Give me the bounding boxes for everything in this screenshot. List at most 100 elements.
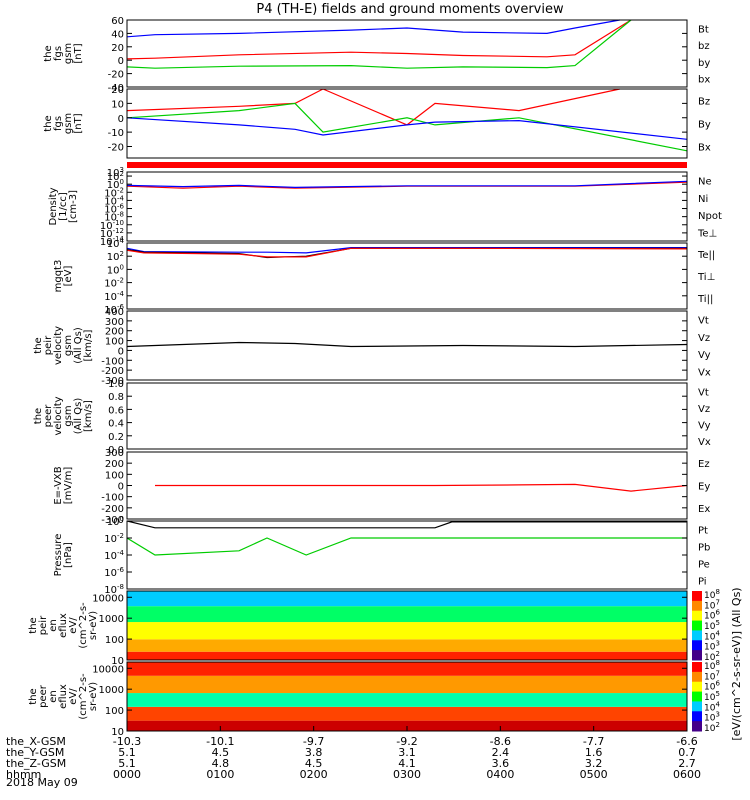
- legend-entry: Bx: [698, 143, 711, 154]
- x-axis-value: 5.1: [118, 757, 136, 770]
- y-tick-label: 0.0: [108, 445, 124, 456]
- legend-entry: Vt: [698, 316, 709, 327]
- y-tick-label: 0: [118, 114, 124, 125]
- y-axis-label: [nPa]: [63, 542, 74, 568]
- panel-density: 10310210010-210-410-610-810-1010-1210-14…: [48, 166, 722, 248]
- y-tick-label: 1000: [99, 685, 124, 696]
- y-axis-label: gsm: [63, 43, 74, 64]
- y-axis-label: [km/s]: [83, 329, 94, 361]
- y-axis-label: (cm^2-s-: [78, 602, 89, 649]
- y-tick-label: -200: [101, 504, 124, 515]
- y-axis-label: velocity: [53, 396, 64, 435]
- x-axis-value: 4.1: [398, 757, 416, 770]
- panel-fgs_dsl: 20 10 0 -10 -20 the fgs gsm [nT] Bz By Bx: [43, 85, 711, 159]
- y-axis-label: the: [33, 337, 44, 353]
- y-tick-label: 104: [107, 237, 125, 250]
- y-tick-label: 20: [111, 43, 124, 54]
- series-line-Vt: [126, 341, 688, 348]
- series-line-Bx: [126, 117, 688, 140]
- x-axis-value: -8.6: [490, 735, 511, 748]
- y-axis-label: the: [28, 688, 39, 704]
- y-tick-label: 10000: [92, 593, 124, 604]
- legend-entry: Vx: [698, 367, 711, 378]
- x-axis-value: 3.6: [492, 757, 510, 770]
- y-tick-label: 0: [118, 346, 124, 357]
- x-axis-value: 3.1: [398, 746, 416, 759]
- x-axis-value: 0100: [206, 768, 234, 781]
- series-line-bz: [126, 19, 632, 60]
- date-label: 2018 May 09: [6, 776, 78, 789]
- y-axis-label: Density: [48, 187, 59, 225]
- colorbar-segment: [692, 620, 702, 631]
- y-axis-label: sr-eV): [88, 682, 99, 711]
- series-line-Pe: [126, 537, 687, 556]
- colorbar-segment: [692, 681, 702, 693]
- y-tick-label: 10: [111, 99, 124, 110]
- panel-frame: [126, 88, 688, 159]
- y-axis-label: peer: [38, 684, 49, 708]
- y-tick-label: 0: [118, 56, 124, 67]
- colorbar-segment: [692, 711, 702, 722]
- x-axis-value: 0.7: [678, 746, 696, 759]
- x-axis-value: -6.6: [676, 735, 697, 748]
- heatmap-band: [127, 606, 687, 623]
- red-band: [127, 162, 687, 168]
- legend-entry: Vt: [698, 387, 709, 398]
- x-axis-value: 0500: [580, 768, 608, 781]
- y-axis-label: velocity: [53, 326, 64, 365]
- heatmap-band: [127, 693, 687, 707]
- series-line-by: [126, 19, 632, 69]
- y-tick-label: 10: [111, 656, 124, 667]
- x-axis-value: 0300: [393, 768, 421, 781]
- x-axis-row-label: the_Y-GSM: [6, 746, 64, 759]
- x-axis-value: -9.2: [396, 735, 417, 748]
- panel-fgs_gsm: 60 40 20 0 -20 -40 the fgs gsm [nT] Bt bz by bx: [43, 16, 710, 94]
- y-tick-label: 10: [111, 727, 124, 738]
- legend-entry: Ti||: [697, 294, 713, 305]
- y-tick-label: 0.4: [108, 419, 124, 430]
- panel-frame: [126, 242, 688, 310]
- legend-entry: Ey: [698, 482, 710, 493]
- legend-entry: Pt: [698, 526, 708, 537]
- y-axis-label: fgs: [53, 46, 64, 61]
- y-tick-label: 100: [105, 470, 124, 481]
- x-axis-value: 4.5: [212, 746, 230, 759]
- y-tick-label: 0.2: [108, 432, 124, 443]
- y-axis-label: [km/s]: [83, 400, 94, 432]
- y-axis-label: [1/cc]: [58, 192, 69, 221]
- legend-entry: Vy: [698, 420, 711, 431]
- heatmap-band: [127, 622, 687, 640]
- y-tick-label: -20: [108, 143, 124, 154]
- y-tick-label: 100: [105, 635, 124, 646]
- y-tick-label: -10: [108, 128, 124, 139]
- y-tick-label: 10-4: [104, 549, 124, 562]
- y-axis-label: (cm^2-s-: [78, 673, 89, 720]
- x-axis-row-label: hhmm: [6, 768, 41, 781]
- panel-frame: [126, 310, 688, 381]
- y-axis-label: [nT]: [73, 113, 84, 133]
- y-tick-label: 10-2: [104, 277, 124, 290]
- legend-entry: Ez: [698, 459, 710, 470]
- x-axis-value: 3.8: [305, 746, 323, 759]
- heatmap-band: [127, 591, 687, 607]
- panel-frame: [126, 171, 688, 242]
- series-line-Npot: [126, 180, 688, 189]
- series-line-Pt: [126, 520, 687, 529]
- y-tick-label: 10-4: [104, 290, 124, 303]
- y-axis-label: [eV]: [63, 266, 74, 287]
- y-tick-label: 20: [111, 85, 124, 96]
- x-axis-value: 0600: [673, 768, 701, 781]
- panel-frame: [126, 19, 688, 88]
- series-line-Bt: [126, 19, 620, 38]
- y-axis-label: gsm: [63, 335, 74, 356]
- y-tick-label: 102: [107, 250, 124, 263]
- heatmap-band: [127, 720, 687, 731]
- series-line-Ez: [155, 483, 688, 492]
- y-axis-label: the: [43, 45, 54, 61]
- legend-entry: Pi: [698, 577, 707, 588]
